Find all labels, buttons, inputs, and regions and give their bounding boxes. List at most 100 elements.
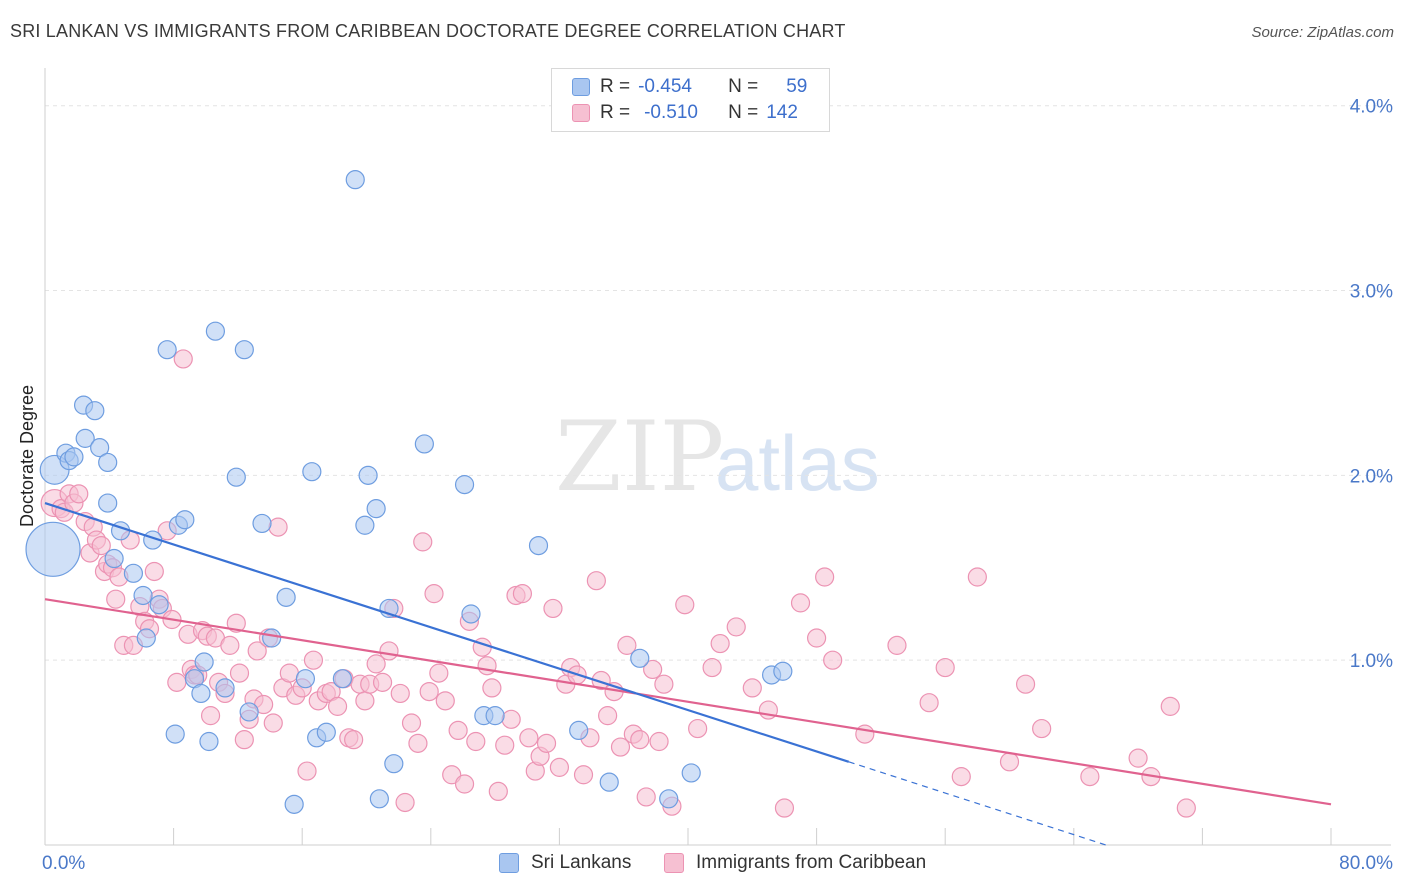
caribbean-point	[220, 635, 240, 655]
sri-lankan-point	[205, 321, 225, 341]
sri-lankan-point	[414, 434, 434, 454]
caribbean-point	[591, 670, 611, 691]
sri-lankan-point	[98, 452, 118, 473]
caribbean-point	[482, 678, 502, 698]
caribbean-point	[448, 720, 468, 741]
caribbean-point	[519, 728, 539, 748]
sri-lankan-point	[215, 678, 235, 698]
sri-lankan-point	[528, 535, 549, 556]
sri-lankan-point	[194, 652, 214, 672]
caribbean-point	[688, 718, 708, 739]
sri-lankan-point	[659, 789, 679, 809]
caribbean-point	[823, 650, 843, 670]
caribbean-point	[1128, 748, 1148, 768]
legend-item-caribbean: Immigrants from Caribbean	[664, 852, 926, 874]
caribbean-point	[454, 774, 475, 794]
caribbean-point	[408, 733, 428, 753]
sri-lankan-point	[252, 513, 272, 534]
caribbean-point	[702, 657, 722, 678]
sri-lankan-point	[90, 438, 110, 458]
caribbean-point	[501, 709, 521, 729]
sri-lankan-point	[355, 515, 375, 535]
caribbean-point	[543, 598, 563, 619]
sri-lankan-point	[358, 465, 378, 485]
caribbean-point	[675, 595, 695, 615]
caribbean-point	[442, 765, 462, 785]
caribbean-point	[549, 757, 570, 777]
caribbean-point	[344, 730, 364, 750]
x-tick-labels: 0.0% 80.0%	[42, 853, 1393, 874]
caribbean-point	[919, 693, 939, 713]
caribbean-point	[649, 731, 669, 752]
caribbean-point	[419, 681, 439, 702]
chart-title: SRI LANKAN VS IMMIGRANTS FROM CARIBBEAN …	[10, 21, 846, 41]
sri-lankan-point	[191, 683, 211, 704]
caribbean-point	[268, 517, 288, 537]
caribbean-point	[379, 641, 399, 661]
sri-lankan-point	[384, 754, 404, 774]
caribbean-point	[630, 730, 650, 750]
sri-lankan-point	[226, 467, 246, 487]
caribbean-point	[69, 484, 89, 504]
caribbean-point	[999, 752, 1020, 772]
sri-lankan-point	[569, 720, 589, 741]
caribbean-point	[106, 589, 126, 609]
caribbean-point	[967, 567, 987, 587]
caribbean-point	[586, 571, 606, 591]
caribbean-point	[466, 731, 486, 752]
caribbean-point	[815, 567, 835, 587]
legend-r-label: R =	[600, 76, 631, 97]
sri-lankan-point	[302, 462, 322, 482]
sri-lankan-point	[133, 585, 153, 606]
blue-swatch-icon	[572, 78, 590, 96]
watermark-atlas: atlas	[715, 419, 880, 507]
sri-lankan-point	[461, 604, 481, 624]
sri-lankan-point	[681, 763, 701, 783]
sri-lankan-point	[485, 706, 505, 726]
caribbean-point	[790, 593, 811, 613]
caribbean-point	[1032, 718, 1052, 739]
caribbean-point	[488, 781, 508, 802]
sri-lankan-point	[369, 789, 389, 809]
caribbean-point	[366, 654, 386, 674]
legend-item-sri-lankans: Sri Lankans	[499, 852, 631, 874]
sri-lankan-point	[199, 731, 219, 752]
caribbean-point	[636, 787, 656, 807]
caribbean-point	[742, 678, 762, 698]
sri-lankan-point	[123, 563, 144, 583]
caribbean-point	[855, 724, 875, 744]
caribbean-point	[234, 730, 254, 750]
sri-lankan-point	[175, 510, 195, 530]
legend-n-value: 59	[786, 76, 808, 97]
sri-lankan-point	[316, 722, 336, 742]
caribbean-point	[401, 713, 422, 733]
caribbean-point	[1176, 798, 1196, 818]
legend-r-value: -0.510	[644, 102, 698, 123]
y-tick-label: 3.0%	[1350, 282, 1393, 303]
caribbean-point	[167, 672, 187, 692]
caribbean-point	[598, 706, 618, 726]
stats-legend: R = -0.454 N = 59 R = -0.510 N = 142	[551, 68, 830, 132]
caribbean-point	[413, 532, 433, 552]
caribbean-point	[512, 584, 533, 604]
caribbean-point	[573, 765, 594, 785]
caribbean-point	[395, 792, 415, 813]
legend-n-label: N =	[728, 102, 759, 123]
sri-lankan-point	[345, 170, 365, 190]
caribbean-point	[806, 628, 827, 648]
caribbean-point	[229, 663, 250, 683]
source-label: Source: ZipAtlas.com	[1251, 24, 1394, 41]
legend-r-label: R =	[600, 102, 631, 123]
sri-lankan-point	[599, 772, 619, 792]
caribbean-point	[887, 635, 907, 655]
sri-lankan-point	[64, 447, 84, 467]
x-tick-label-min: 0.0%	[42, 853, 85, 874]
sri-lankan-point	[149, 595, 169, 615]
y-tick-label: 4.0%	[1350, 97, 1393, 118]
caribbean-point	[935, 657, 955, 678]
caribbean-point	[477, 656, 497, 676]
blue-swatch-icon	[499, 853, 519, 873]
sri-lankan-point	[454, 475, 475, 495]
sri-lankan-point	[157, 340, 177, 360]
